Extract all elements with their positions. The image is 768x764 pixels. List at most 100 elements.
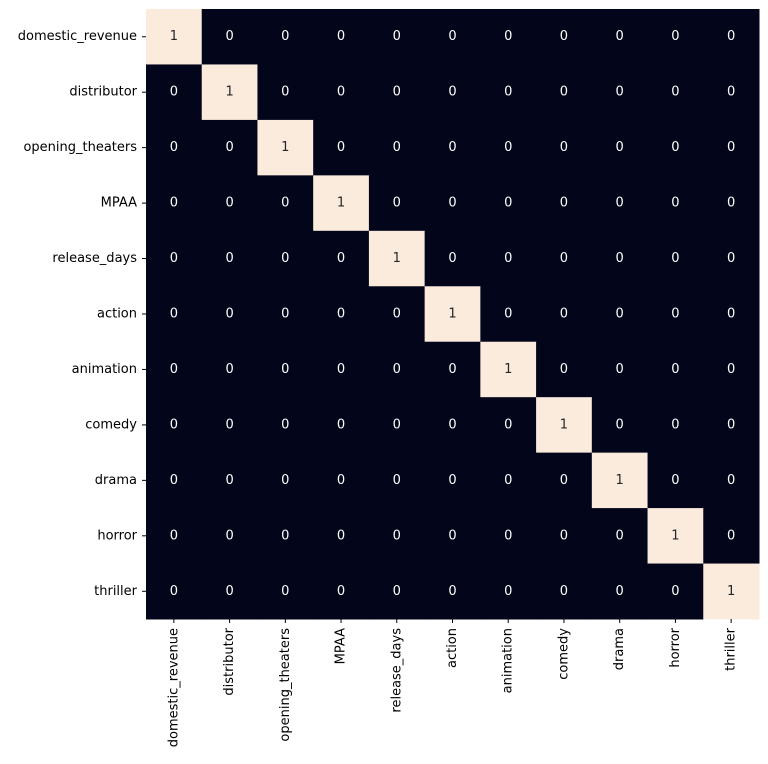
cell-value-label: 0 <box>281 85 289 100</box>
cell-value-label: 0 <box>448 417 456 432</box>
x-tick-label: comedy <box>556 628 571 680</box>
cell-value-label: 0 <box>337 528 345 543</box>
y-tick-label: release_days <box>52 251 137 266</box>
cell-value-label: 0 <box>393 417 401 432</box>
cell-value-label: 0 <box>393 196 401 211</box>
cell-value-label: 0 <box>337 85 345 100</box>
cell-value-label: 0 <box>616 362 624 377</box>
cell-value-label: 0 <box>337 140 345 155</box>
cell-value-label: 0 <box>616 584 624 599</box>
x-tick-label: drama <box>612 628 627 670</box>
y-tick-label: horror <box>97 528 137 543</box>
cell-value-label: 0 <box>560 584 568 599</box>
y-axis: domestic_revenue distributor opening_theat… <box>18 29 146 599</box>
cell-value-label: 1 <box>337 196 345 211</box>
x-axis: domestic_revenue distributor opening_theat… <box>166 619 738 747</box>
cell-value-label: 0 <box>170 362 178 377</box>
cell-value-label: 0 <box>170 140 178 155</box>
y-tick-label: distributor <box>69 85 137 100</box>
cell-value-label: 0 <box>225 473 233 488</box>
cell-value-label: 0 <box>393 473 401 488</box>
x-tick-label: opening_theaters <box>278 628 293 742</box>
cell-value-label: 0 <box>504 307 512 322</box>
cell-value-label: 0 <box>504 417 512 432</box>
cell-value-label: 0 <box>225 140 233 155</box>
cell-value-label: 0 <box>727 362 735 377</box>
cell-value-label: 0 <box>225 196 233 211</box>
cell-value-label: 0 <box>393 307 401 322</box>
cell-value-label: 0 <box>337 584 345 599</box>
cell-value-label: 0 <box>671 417 679 432</box>
cell-value-label: 0 <box>560 85 568 100</box>
cell-value-label: 0 <box>448 584 456 599</box>
cell-value-label: 0 <box>671 362 679 377</box>
cell-value-label: 0 <box>170 528 178 543</box>
cell-value-label: 0 <box>727 140 735 155</box>
cell-value-label: 0 <box>281 584 289 599</box>
cell-value-label: 0 <box>560 362 568 377</box>
y-tick-label: domestic_revenue <box>18 29 137 44</box>
cell-value-label: 1 <box>448 307 456 322</box>
x-tick-label: distributor <box>222 627 237 695</box>
cell-value-label: 0 <box>616 307 624 322</box>
cell-value-label: 0 <box>504 528 512 543</box>
x-tick-label: thriller <box>724 627 739 671</box>
cell-value-label: 1 <box>671 528 679 543</box>
cell-value-label: 0 <box>616 417 624 432</box>
cell-value-label: 0 <box>225 584 233 599</box>
cell-value-label: 1 <box>616 473 624 488</box>
cell-value-label: 1 <box>281 140 289 155</box>
cell-value-label: 0 <box>337 417 345 432</box>
cell-value-label: 0 <box>281 417 289 432</box>
cell-value-label: 0 <box>225 362 233 377</box>
cell-value-label: 0 <box>281 528 289 543</box>
cell-value-label: 0 <box>337 307 345 322</box>
cell-value-label: 0 <box>560 29 568 44</box>
cell-value-label: 0 <box>281 307 289 322</box>
x-tick-label: action <box>445 628 460 668</box>
cell-value-label: 0 <box>616 29 624 44</box>
y-tick-label: drama <box>95 473 137 488</box>
cell-value-label: 0 <box>616 528 624 543</box>
cell-value-label: 0 <box>560 473 568 488</box>
cell-value-label: 0 <box>170 251 178 266</box>
cell-value-label: 0 <box>225 307 233 322</box>
cell-value-label: 0 <box>337 362 345 377</box>
cell-value-label: 0 <box>281 362 289 377</box>
cell-value-label: 0 <box>616 196 624 211</box>
cell-value-label: 0 <box>560 140 568 155</box>
y-tick-label: comedy <box>85 417 137 432</box>
cell-value-label: 0 <box>448 362 456 377</box>
cell-value-label: 0 <box>671 307 679 322</box>
cell-value-label: 0 <box>504 251 512 266</box>
cell-value-label: 0 <box>560 307 568 322</box>
cell-value-label: 0 <box>504 29 512 44</box>
cell-value-label: 0 <box>448 251 456 266</box>
cell-value-label: 0 <box>616 85 624 100</box>
cell-value-label: 0 <box>504 85 512 100</box>
cell-value-label: 1 <box>727 584 735 599</box>
cell-value-label: 0 <box>671 584 679 599</box>
cell-value-label: 0 <box>504 473 512 488</box>
cell-value-label: 0 <box>281 473 289 488</box>
cell-value-label: 0 <box>337 29 345 44</box>
cell-value-label: 0 <box>504 140 512 155</box>
cell-value-label: 0 <box>504 196 512 211</box>
cell-value-label: 0 <box>170 307 178 322</box>
cell-value-label: 0 <box>170 196 178 211</box>
cell-value-label: 1 <box>393 251 401 266</box>
cell-value-label: 1 <box>225 85 233 100</box>
cell-value-label: 0 <box>671 251 679 266</box>
cell-value-label: 0 <box>393 528 401 543</box>
cell-value-label: 0 <box>727 251 735 266</box>
cell-value-label: 1 <box>170 29 178 44</box>
cell-value-label: 0 <box>393 29 401 44</box>
cell-value-label: 0 <box>727 473 735 488</box>
x-tick-label: animation <box>501 628 516 693</box>
cell-value-label: 0 <box>281 29 289 44</box>
x-tick-label: domestic_revenue <box>166 628 181 747</box>
cell-value-label: 0 <box>337 473 345 488</box>
cell-value-label: 0 <box>671 196 679 211</box>
y-tick-label: thriller <box>94 584 138 599</box>
cell-value-label: 0 <box>448 85 456 100</box>
